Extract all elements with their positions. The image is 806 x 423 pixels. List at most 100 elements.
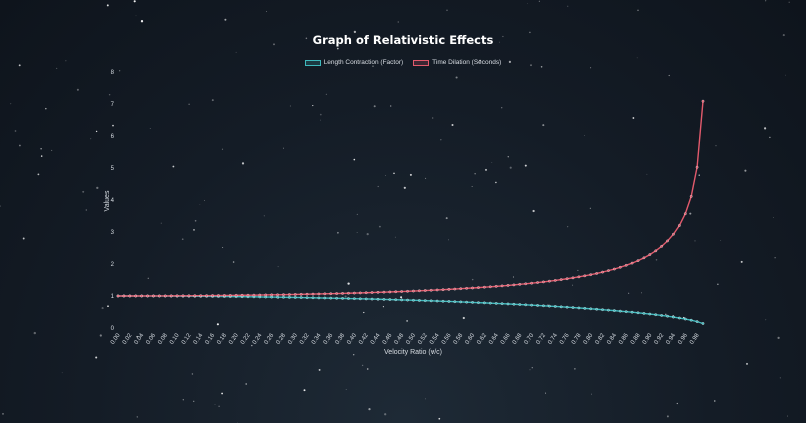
data-point[interactable] — [447, 288, 451, 291]
data-point[interactable] — [276, 295, 279, 299]
data-point[interactable] — [175, 294, 179, 298]
data-point[interactable] — [618, 309, 622, 313]
data-point[interactable] — [423, 299, 427, 303]
data-point[interactable] — [506, 302, 510, 306]
data-point[interactable] — [565, 277, 569, 281]
data-point[interactable] — [412, 289, 415, 293]
data-point[interactable] — [134, 294, 138, 298]
data-point[interactable] — [672, 315, 675, 319]
data-point[interactable] — [571, 306, 575, 309]
data-point[interactable] — [394, 290, 398, 294]
data-point[interactable] — [542, 304, 545, 308]
data-point[interactable] — [624, 310, 628, 314]
data-point[interactable] — [483, 285, 486, 289]
data-point[interactable] — [536, 304, 539, 307]
data-point[interactable] — [146, 294, 149, 298]
data-point[interactable] — [293, 293, 297, 296]
data-point[interactable] — [488, 285, 492, 289]
data-point[interactable] — [364, 297, 368, 301]
data-point[interactable] — [453, 300, 457, 304]
data-point[interactable] — [376, 297, 380, 301]
data-point[interactable] — [394, 298, 398, 302]
data-point[interactable] — [524, 282, 528, 286]
data-point[interactable] — [565, 305, 569, 309]
data-point[interactable] — [654, 249, 658, 253]
data-point[interactable] — [299, 292, 303, 296]
data-point[interactable] — [512, 302, 516, 306]
data-point[interactable] — [459, 287, 463, 291]
data-point[interactable] — [589, 273, 593, 277]
data-point[interactable] — [571, 276, 575, 280]
data-point[interactable] — [441, 299, 445, 303]
data-point[interactable] — [305, 292, 309, 296]
data-point[interactable] — [299, 296, 303, 299]
data-point[interactable] — [140, 294, 143, 298]
data-point[interactable] — [329, 292, 333, 296]
data-point[interactable] — [518, 282, 522, 286]
data-point[interactable] — [678, 316, 681, 320]
data-point[interactable] — [270, 295, 273, 299]
data-point[interactable] — [311, 296, 315, 300]
data-point[interactable] — [601, 270, 604, 274]
data-point[interactable] — [240, 293, 244, 297]
data-point[interactable] — [666, 239, 669, 243]
data-point[interactable] — [613, 267, 616, 271]
data-point[interactable] — [642, 256, 646, 260]
data-point[interactable] — [660, 244, 663, 248]
data-point[interactable] — [488, 301, 492, 305]
data-point[interactable] — [542, 280, 545, 284]
data-point[interactable] — [228, 294, 232, 297]
data-point[interactable] — [282, 293, 285, 297]
data-point[interactable] — [335, 292, 338, 295]
data-point[interactable] — [601, 308, 604, 312]
data-point[interactable] — [630, 261, 634, 265]
data-point[interactable] — [683, 317, 687, 321]
data-point[interactable] — [353, 297, 356, 301]
data-point[interactable] — [435, 288, 439, 292]
data-point[interactable] — [329, 296, 333, 300]
data-point[interactable] — [152, 294, 155, 298]
data-point[interactable] — [577, 306, 581, 310]
data-point[interactable] — [589, 307, 593, 311]
data-point[interactable] — [689, 195, 693, 198]
data-point[interactable] — [199, 294, 203, 298]
data-point[interactable] — [453, 287, 457, 291]
data-point[interactable] — [347, 297, 350, 300]
data-point[interactable] — [258, 293, 262, 297]
data-point[interactable] — [388, 298, 392, 301]
data-point[interactable] — [465, 300, 468, 304]
data-point[interactable] — [193, 294, 197, 298]
data-point[interactable] — [447, 300, 451, 303]
data-point[interactable] — [648, 253, 652, 256]
data-point[interactable] — [613, 309, 616, 312]
data-point[interactable] — [471, 301, 474, 304]
data-point[interactable] — [553, 279, 557, 282]
data-point[interactable] — [376, 290, 380, 294]
data-point[interactable] — [347, 291, 350, 295]
data-point[interactable] — [181, 294, 185, 298]
data-point[interactable] — [205, 294, 208, 297]
data-point[interactable] — [548, 304, 551, 308]
data-point[interactable] — [701, 99, 705, 103]
data-point[interactable] — [559, 278, 563, 281]
data-point[interactable] — [288, 296, 291, 299]
data-point[interactable] — [382, 290, 386, 294]
data-point[interactable] — [418, 299, 421, 302]
data-point[interactable] — [518, 303, 522, 306]
data-point[interactable] — [128, 294, 132, 298]
data-point[interactable] — [595, 272, 598, 275]
data-point[interactable] — [429, 288, 433, 292]
data-point[interactable] — [595, 307, 598, 311]
data-point[interactable] — [654, 313, 658, 317]
data-point[interactable] — [666, 314, 669, 318]
data-point[interactable] — [636, 311, 640, 315]
data-point[interactable] — [323, 296, 327, 300]
data-point[interactable] — [317, 292, 321, 296]
data-point[interactable] — [246, 293, 250, 297]
data-point[interactable] — [364, 291, 368, 295]
data-point[interactable] — [689, 318, 693, 322]
data-point[interactable] — [382, 298, 386, 301]
data-point[interactable] — [122, 294, 126, 298]
data-point[interactable] — [648, 312, 652, 316]
data-point[interactable] — [607, 269, 610, 272]
